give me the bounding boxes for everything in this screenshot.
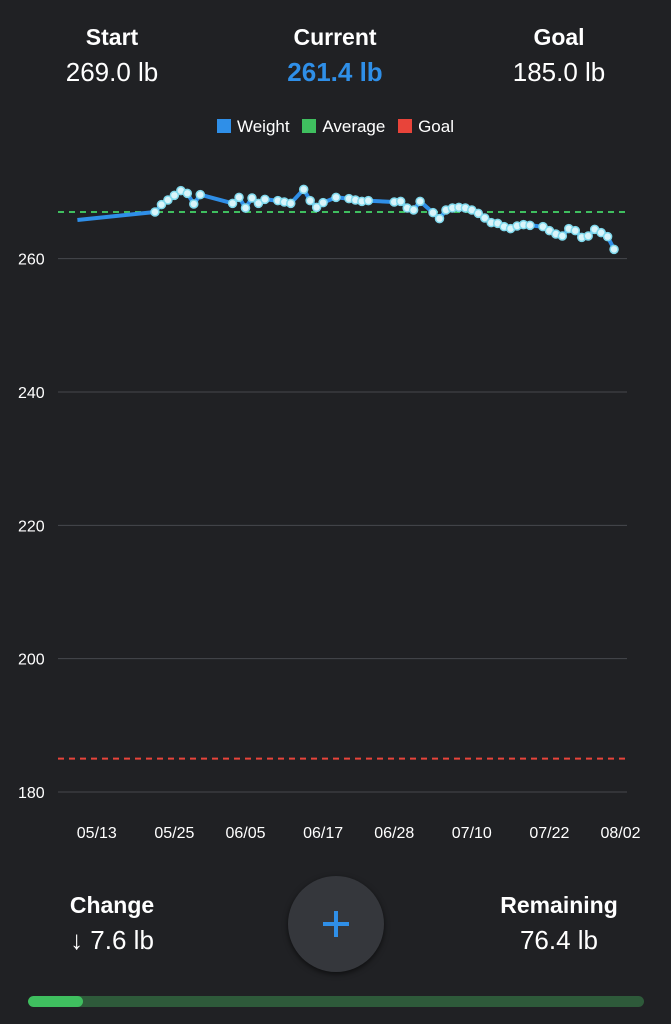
weight-data-point: [473, 208, 484, 219]
bottom-stats: Change ↓ 7.6 lb Remaining 76.4 lb: [0, 888, 671, 968]
weight-data-point: [163, 195, 173, 205]
x-tick-label: 07/10: [452, 825, 492, 842]
weight-data-point: [240, 203, 251, 213]
current-label: Current: [293, 24, 377, 50]
legend-swatch-weight: [216, 119, 231, 133]
change-label: Change: [69, 892, 155, 918]
legend-label-goal: Goal: [418, 117, 454, 136]
weight-data-point: [169, 190, 180, 201]
weight-data-point: [150, 207, 160, 217]
goal-progress-fill: [28, 996, 84, 1007]
weight-data-point: [480, 213, 490, 223]
weight-data-point: [234, 192, 244, 203]
current-value: 261.4 lb: [287, 57, 383, 87]
weight-data-point: [195, 189, 205, 200]
x-tick-label: 08/02: [601, 825, 641, 842]
weight-chart[interactable]: 180 200 220 240 260 05/13 05/25 06/05 06/17 06/28…: [0, 140, 671, 860]
start-label: Start: [85, 24, 139, 50]
y-tick-label: 260: [18, 252, 45, 269]
legend-label-average: Average: [322, 117, 386, 136]
start-value: 269.0 lb: [65, 57, 159, 87]
weight-data-point: [363, 195, 374, 206]
current-stat: Current 261.4 lb: [235, 20, 435, 90]
remaining-stat: Remaining 76.4 lb: [459, 888, 659, 958]
goal-label: Goal: [533, 24, 585, 50]
weight-data-point: [415, 196, 425, 207]
x-tick-label: 06/17: [303, 825, 343, 842]
weight-data-point: [395, 196, 406, 207]
weight-data-point: [286, 198, 296, 209]
weight-data-point: [189, 199, 199, 209]
weight-data-point: [609, 244, 619, 255]
weight-data-point: [602, 231, 613, 242]
legend-swatch-average: [302, 119, 317, 133]
weight-data-point: [311, 202, 322, 213]
goal-value: 185.0 lb: [512, 57, 606, 87]
weight-data-point: [298, 184, 309, 195]
change-value: ↓ 7.6 lb: [70, 925, 154, 955]
weight-data-point: [305, 195, 315, 206]
weight-data-point: [227, 198, 238, 209]
weight-data-point: [247, 193, 257, 203]
weight-data-point: [570, 225, 581, 236]
remaining-label: Remaining: [500, 892, 618, 918]
weight-data-point: [408, 205, 419, 215]
weight-data-point: [557, 231, 568, 241]
legend-item-average[interactable]: Average: [302, 116, 385, 138]
chart-legend: Weight Average Goal: [0, 116, 671, 138]
y-tick-label: 180: [18, 785, 45, 802]
add-entry-button[interactable]: [288, 876, 384, 972]
start-stat: Start 269.0 lb: [12, 20, 212, 90]
weight-data-point: [525, 220, 535, 231]
summary-stats: Start 269.0 lb Current 261.4 lb Goal 185…: [0, 20, 671, 90]
weight-data-point: [583, 231, 593, 241]
y-tick-label: 240: [18, 385, 45, 402]
weight-data-point: [182, 188, 193, 199]
weight-data-point: [260, 194, 270, 205]
weight-data-point: [428, 207, 438, 218]
weight-data-point: [331, 192, 341, 203]
change-stat: Change ↓ 7.6 lb: [12, 888, 212, 958]
goal-progress-bar: [28, 996, 644, 1007]
legend-label-weight: Weight: [236, 117, 290, 136]
x-tick-label: 06/28: [374, 825, 414, 842]
goal-stat: Goal 185.0 lb: [459, 20, 659, 90]
legend-swatch-goal: [398, 119, 413, 133]
x-tick-label: 07/22: [529, 825, 569, 842]
legend-item-goal[interactable]: Goal: [398, 116, 454, 138]
y-tick-label: 200: [18, 652, 45, 669]
y-tick-label: 220: [18, 518, 45, 535]
weight-data-point: [434, 213, 445, 224]
weight-data-point: [318, 197, 328, 208]
x-tick-label: 05/13: [77, 825, 117, 842]
legend-item-weight[interactable]: Weight: [216, 116, 290, 138]
x-tick-label: 05/25: [154, 825, 194, 842]
weight-data-point: [156, 199, 167, 210]
x-tick-label: 06/05: [225, 825, 265, 842]
remaining-value: 76.4 lb: [519, 925, 599, 955]
